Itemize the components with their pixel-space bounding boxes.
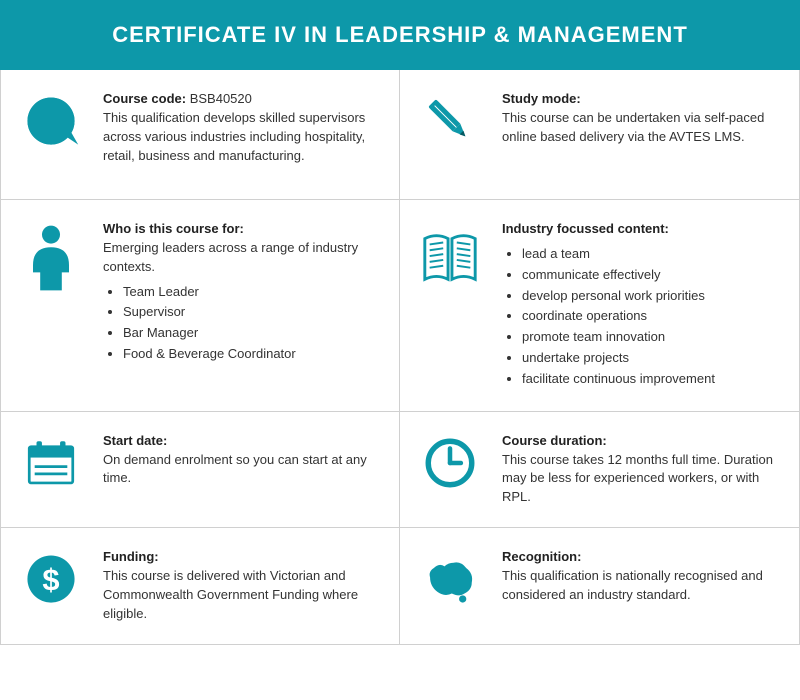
person-icon	[15, 220, 87, 294]
list-item: communicate effectively	[522, 266, 781, 285]
start-date-label: Start date:	[103, 433, 167, 448]
duration-label: Course duration:	[502, 433, 607, 448]
duration-desc: This course takes 12 months full time. D…	[502, 452, 773, 505]
study-mode-desc: This course can be undertaken via self-p…	[502, 110, 764, 144]
cell-course-code: Course code: BSB40520 This qualification…	[1, 70, 400, 200]
pencil-icon	[414, 90, 486, 150]
recognition-desc: This qualification is nationally recogni…	[502, 568, 763, 602]
list-item: Food & Beverage Coordinator	[123, 345, 381, 364]
cell-duration: Course duration: This course takes 12 mo…	[400, 412, 799, 528]
content-label: Industry focussed content:	[502, 221, 669, 236]
clock-icon	[414, 432, 486, 492]
list-item: promote team innovation	[522, 328, 781, 347]
cell-who-for: Who is this course for: Emerging leaders…	[1, 200, 400, 412]
cell-study-mode: Study mode: This course can be undertake…	[400, 70, 799, 200]
course-code-desc: This qualification develops skilled supe…	[103, 110, 365, 163]
svg-text:$: $	[42, 562, 59, 597]
who-for-desc: Emerging leaders across a range of indus…	[103, 240, 358, 274]
study-mode-label: Study mode:	[502, 91, 581, 106]
info-grid: Course code: BSB40520 This qualification…	[0, 70, 800, 645]
recognition-label: Recognition:	[502, 549, 581, 564]
course-code-label: Course code:	[103, 91, 186, 106]
list-item: develop personal work priorities	[522, 287, 781, 306]
cell-start-date: Start date: On demand enrolment so you c…	[1, 412, 400, 528]
list-item: Supervisor	[123, 303, 381, 322]
dollar-icon: $	[15, 548, 87, 608]
list-item: undertake projects	[522, 349, 781, 368]
funding-label: Funding:	[103, 549, 159, 564]
list-item: coordinate operations	[522, 307, 781, 326]
chat-bubble-icon	[15, 90, 87, 150]
cell-recognition: Recognition: This qualification is natio…	[400, 528, 799, 643]
australia-icon	[414, 548, 486, 608]
page-title: CERTIFICATE IV IN LEADERSHIP & MANAGEMEN…	[0, 0, 800, 70]
who-for-list: Team Leader Supervisor Bar Manager Food …	[123, 283, 381, 364]
start-date-desc: On demand enrolment so you can start at …	[103, 452, 367, 486]
list-item: facilitate continuous improvement	[522, 370, 781, 389]
calendar-icon	[15, 432, 87, 492]
cell-funding: $ Funding: This course is delivered with…	[1, 528, 400, 643]
cell-content: Industry focussed content: lead a team c…	[400, 200, 799, 412]
list-item: lead a team	[522, 245, 781, 264]
who-for-label: Who is this course for:	[103, 221, 244, 236]
course-code-value: BSB40520	[190, 91, 252, 106]
book-icon	[414, 220, 486, 294]
list-item: Bar Manager	[123, 324, 381, 343]
list-item: Team Leader	[123, 283, 381, 302]
content-list: lead a team communicate effectively deve…	[522, 245, 781, 389]
funding-desc: This course is delivered with Victorian …	[103, 568, 358, 621]
